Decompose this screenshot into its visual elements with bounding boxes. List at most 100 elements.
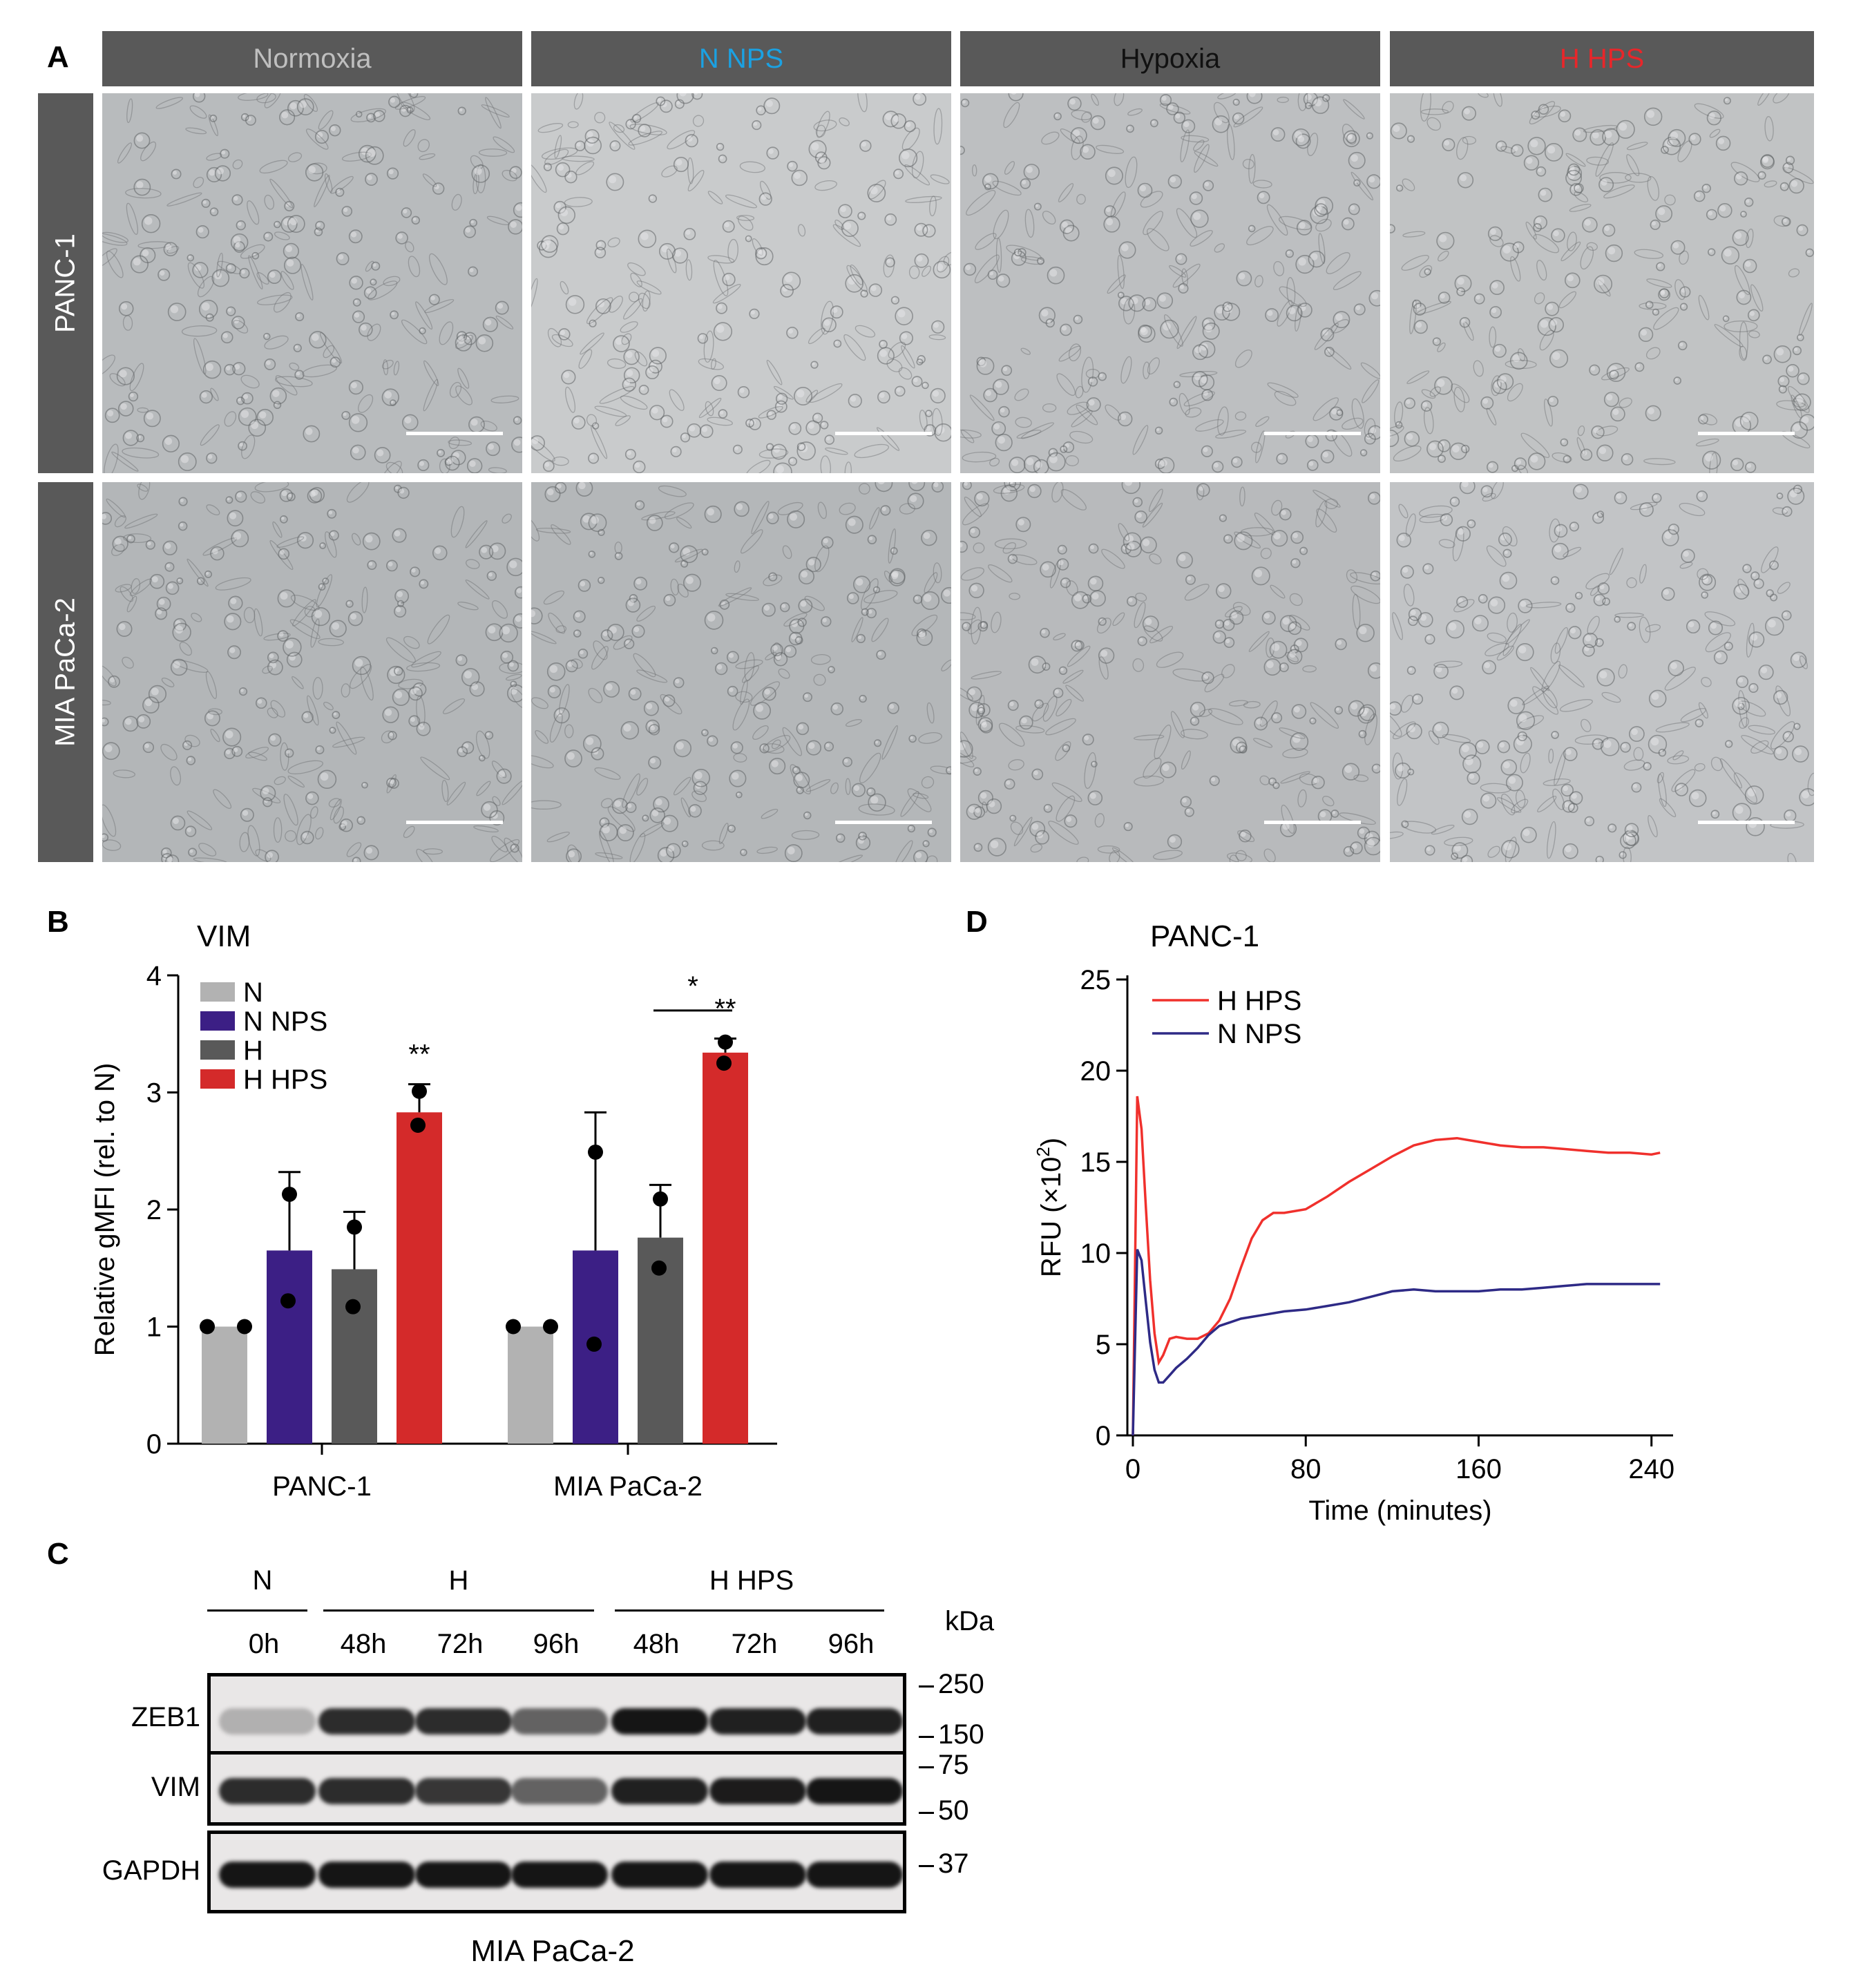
mw-marker-tick (919, 1685, 934, 1688)
chart-title: VIM (197, 919, 251, 953)
blot-band (219, 1778, 316, 1804)
data-point (200, 1319, 215, 1335)
rfu-line-chart: PANC-1 0 5 10 15 20 25 0 80 160 240 Time (minutes) R… (1033, 919, 1674, 1526)
x-tick-label: 80 (1290, 1454, 1321, 1484)
legend-swatch (200, 1040, 235, 1060)
mw-marker-tick (919, 1865, 934, 1867)
data-point (506, 1319, 521, 1335)
blot-band (511, 1862, 608, 1888)
data-point (651, 1260, 667, 1276)
micrograph-tile (531, 482, 951, 862)
blot-band (709, 1862, 806, 1888)
blot-band (806, 1708, 903, 1734)
micrograph-texture (1390, 93, 1814, 473)
blot-lane-label: 48h (633, 1629, 680, 1659)
blot-lane-label: 48h (340, 1629, 387, 1659)
panel-a-letter: A (47, 40, 69, 74)
col-header-h-hps: H HPS (1390, 31, 1814, 86)
legend-label: H HPS (243, 1064, 327, 1095)
scale-bar (1698, 821, 1795, 824)
scale-bar (1264, 821, 1361, 824)
blot-band (611, 1708, 708, 1734)
mw-marker-tick (919, 1812, 934, 1814)
blot-strip (207, 1673, 906, 1764)
mw-marker-label: 37 (938, 1848, 969, 1879)
scale-bar (406, 432, 503, 435)
micrograph-texture (531, 93, 951, 473)
micrograph-texture (960, 93, 1380, 473)
x-tick-label: 240 (1628, 1454, 1674, 1484)
blot-band (806, 1862, 903, 1888)
bar (397, 1112, 442, 1444)
blot-band (415, 1778, 512, 1804)
significance-star: * (687, 971, 698, 1002)
significance-star: ** (714, 994, 736, 1024)
row-header-label: MIA PaCa-2 (50, 598, 81, 747)
data-point (586, 1336, 602, 1352)
blot-protein-label: GAPDH (102, 1855, 200, 1886)
blot-caption: MIA PaCa-2 (470, 1934, 635, 1968)
blot-band (318, 1862, 415, 1888)
bar (267, 1250, 312, 1444)
blot-band (318, 1778, 415, 1804)
bar (202, 1326, 247, 1444)
micrograph-tile (1390, 93, 1814, 473)
row-header-label: PANC-1 (50, 233, 81, 333)
micrograph-texture (102, 93, 522, 473)
blot-strip (207, 1831, 906, 1913)
scale-bar (835, 432, 932, 435)
y-axis-label-end: ) (1036, 1138, 1067, 1147)
legend-swatch (200, 982, 235, 1002)
col-header-label: Normoxia (253, 43, 372, 74)
data-point (282, 1186, 297, 1202)
y-axis-label: RFU (×102) (1033, 1138, 1067, 1277)
y-tick-label: 4 (146, 961, 162, 991)
bar (703, 1052, 748, 1444)
y-axis-label-sup: 2 (1033, 1147, 1053, 1156)
scale-bar (406, 821, 503, 824)
blot-lane-label: 96h (828, 1629, 875, 1659)
blot-band (611, 1862, 708, 1888)
micrograph-tile (960, 93, 1380, 473)
x-tick-label: 0 (1125, 1454, 1140, 1484)
y-tick-label: 2 (146, 1195, 162, 1225)
blot-lane-label: 96h (533, 1629, 580, 1659)
col-header-hypoxia: Hypoxia (960, 31, 1380, 86)
blot-band (709, 1778, 806, 1804)
mw-marker-tick (919, 1736, 934, 1738)
col-header-normoxia: Normoxia (102, 31, 522, 86)
blot-lane-label: 72h (437, 1629, 484, 1659)
y-tick-label: 15 (1080, 1147, 1111, 1178)
vim-bar-chart: VIM 0 1 2 3 4 Relative gMFI (rel. to N) PANC-1 M… (90, 919, 777, 1502)
blot-protein-label: VIM (151, 1772, 200, 1802)
blot-band (611, 1778, 708, 1804)
panel-c-letter: C (47, 1537, 69, 1571)
scale-bar (1698, 432, 1795, 435)
blot-protein-label: ZEB1 (131, 1702, 200, 1732)
blot-band (415, 1862, 512, 1888)
blot-band (511, 1778, 608, 1804)
data-point (345, 1299, 361, 1315)
x-tick-label: 160 (1455, 1454, 1502, 1484)
row-header-panc1: PANC-1 (38, 93, 93, 473)
micrograph-texture (102, 482, 522, 862)
mw-marker-label: 50 (938, 1795, 969, 1826)
blot-lane-label: 72h (731, 1629, 778, 1659)
micrograph-texture (1390, 482, 1814, 862)
legend-label: N NPS (243, 1006, 327, 1037)
series-line (1132, 1096, 1661, 1436)
blot-band (318, 1708, 415, 1734)
panel-d-letter: D (966, 905, 988, 939)
legend-label: H (243, 1035, 263, 1066)
blot-band (511, 1708, 608, 1734)
legend-swatch (200, 1011, 235, 1031)
micrograph-texture (531, 482, 951, 862)
row-header-mia-paca2: MIA PaCa-2 (38, 482, 93, 862)
data-point (543, 1319, 558, 1335)
blot-group-label: H HPS (709, 1565, 794, 1596)
blot-unit-label: kDa (945, 1606, 995, 1636)
col-header-n-nps: N NPS (531, 31, 951, 86)
blot-group-line (323, 1609, 594, 1612)
col-header-label: H HPS (1559, 43, 1645, 74)
blot-group-line (207, 1609, 307, 1612)
